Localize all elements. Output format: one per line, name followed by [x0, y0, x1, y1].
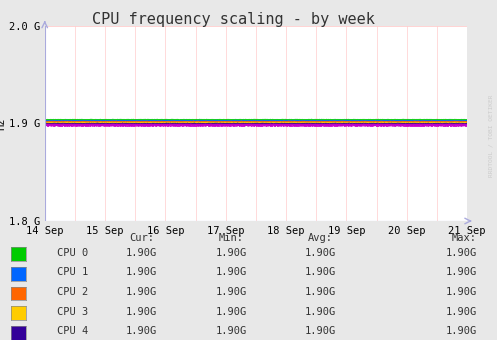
Text: 1.90G: 1.90G	[126, 307, 157, 317]
Text: 1.90G: 1.90G	[126, 287, 157, 297]
Text: Cur:: Cur:	[129, 233, 154, 243]
Text: 1.90G: 1.90G	[305, 326, 336, 337]
Text: 1.90G: 1.90G	[126, 267, 157, 277]
Text: CPU 2: CPU 2	[57, 287, 88, 297]
Text: 1.90G: 1.90G	[446, 307, 477, 317]
Text: 1.90G: 1.90G	[305, 267, 336, 277]
Text: RRDTOOL / TOBI OETIKER: RRDTOOL / TOBI OETIKER	[489, 95, 494, 177]
Text: 1.90G: 1.90G	[216, 287, 247, 297]
Text: CPU 3: CPU 3	[57, 307, 88, 317]
Text: 1.90G: 1.90G	[305, 287, 336, 297]
Text: CPU 4: CPU 4	[57, 326, 88, 337]
Text: 1.90G: 1.90G	[446, 267, 477, 277]
Text: 1.90G: 1.90G	[305, 248, 336, 258]
Text: 1.90G: 1.90G	[216, 248, 247, 258]
Text: 1.90G: 1.90G	[446, 248, 477, 258]
Text: Max:: Max:	[452, 233, 477, 243]
Text: 1.90G: 1.90G	[305, 307, 336, 317]
Text: 1.90G: 1.90G	[216, 326, 247, 337]
Text: 1.90G: 1.90G	[216, 267, 247, 277]
Text: Min:: Min:	[219, 233, 244, 243]
Text: 1.90G: 1.90G	[126, 326, 157, 337]
Text: 1.90G: 1.90G	[446, 287, 477, 297]
Text: CPU 0: CPU 0	[57, 248, 88, 258]
Y-axis label: Hz: Hz	[0, 117, 6, 130]
Text: CPU 1: CPU 1	[57, 267, 88, 277]
Text: 1.90G: 1.90G	[446, 326, 477, 337]
Text: Avg:: Avg:	[308, 233, 333, 243]
Text: 1.90G: 1.90G	[216, 307, 247, 317]
Text: 1.90G: 1.90G	[126, 248, 157, 258]
Text: CPU frequency scaling - by week: CPU frequency scaling - by week	[92, 12, 375, 27]
